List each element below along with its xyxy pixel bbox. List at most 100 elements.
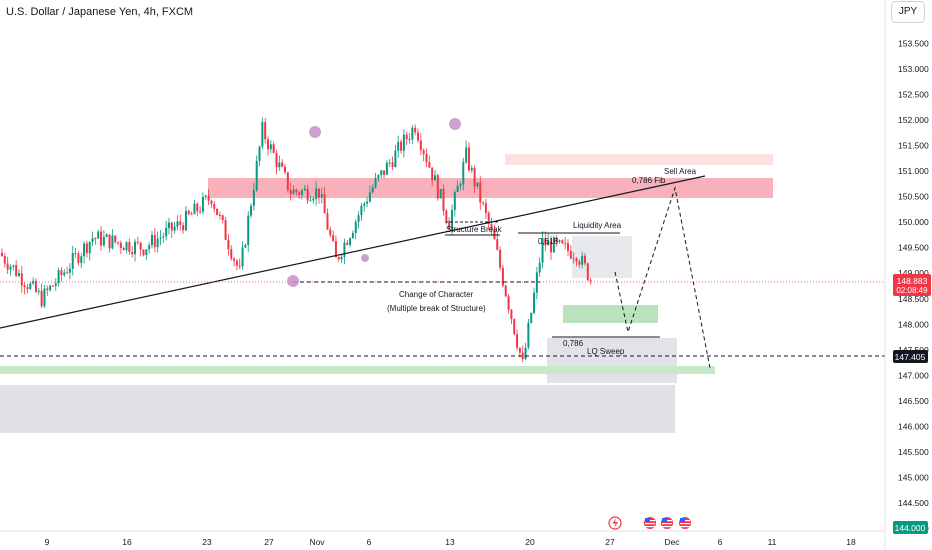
candle-body [445, 210, 448, 221]
drawings-layer [0, 118, 885, 369]
lq-sweep-label: LQ Sweep [587, 347, 625, 356]
candle-body [77, 253, 80, 264]
candle-body [43, 288, 46, 307]
candle-body [34, 280, 37, 292]
candle-body [309, 200, 312, 202]
candle-body [564, 243, 567, 245]
sweep-gray-zone [547, 338, 677, 383]
candle-body [227, 239, 230, 250]
x-tick-label: 6 [718, 537, 723, 547]
candle-body [281, 162, 284, 167]
candle-body [504, 285, 507, 297]
candle-body [462, 162, 465, 185]
candle-body [162, 236, 165, 238]
candle-body [176, 221, 179, 227]
candle-body [366, 201, 369, 204]
lightning-event-icon[interactable] [608, 516, 622, 530]
candles-layer [1, 117, 592, 363]
candle-body [233, 258, 236, 261]
candle-body [80, 256, 83, 264]
candle-body [493, 229, 496, 240]
candle-body [54, 283, 57, 287]
candle-body [397, 141, 400, 151]
candle-body [323, 194, 326, 214]
candle-body [190, 213, 193, 215]
candle-body [388, 162, 391, 164]
candle-body [255, 160, 258, 190]
y-tick-label: 153.000 [898, 64, 929, 74]
candle-body [320, 194, 323, 198]
time-axis[interactable]: 9 16 23 27 Nov 6 13 20 27 Dec 6 11 18 [45, 537, 856, 547]
y-tick-label: 151.500 [898, 141, 929, 151]
x-tick-label: 20 [525, 537, 535, 547]
x-tick-label: 11 [768, 537, 777, 547]
candle-body [238, 265, 241, 267]
multiple-break-label: (Multiple break of Structure) [387, 304, 486, 313]
candle-body [100, 231, 103, 246]
candle-body [136, 241, 139, 243]
candle-body [561, 240, 564, 244]
x-tick-label: 9 [45, 537, 50, 547]
price-axis[interactable]: 153.500 153.000 152.500 152.000 151.500 151.0… [898, 39, 929, 534]
lower-gray-zone [0, 385, 675, 433]
candle-body [467, 147, 470, 171]
candle-body [159, 237, 162, 239]
price-label-low-value: 144.000 [895, 523, 926, 533]
candle-body [298, 192, 301, 195]
candle-body [552, 237, 555, 253]
candle-body [94, 238, 97, 240]
candle-body [337, 257, 340, 260]
y-tick-label: 146.500 [898, 396, 929, 406]
candle-body [165, 227, 168, 237]
candle-body [37, 290, 40, 292]
candle-body [148, 245, 151, 250]
candle-body [224, 220, 227, 240]
candle-body [278, 162, 281, 168]
y-tick-label: 148.000 [898, 319, 929, 329]
swing-marker-3 [287, 275, 299, 287]
us-flag-event-icon-3[interactable] [679, 517, 691, 529]
candle-body [210, 200, 213, 205]
candle-body [258, 146, 261, 161]
candle-body [68, 268, 71, 273]
candle-body [46, 288, 49, 291]
candle-body [312, 198, 315, 201]
candle-body [507, 296, 510, 310]
annotations-layer: Sell Area 0,786 Fib Structure Break Liqu… [387, 167, 697, 356]
candle-body [170, 222, 173, 231]
candle-body [173, 226, 176, 231]
candle-body [380, 170, 383, 176]
candle-body [292, 189, 295, 195]
candle-body [431, 167, 434, 181]
projection-path [614, 186, 711, 369]
candle-body [49, 285, 52, 291]
candle-body [134, 241, 137, 255]
choch-label: Change of Character [399, 290, 474, 299]
candle-body [201, 197, 204, 212]
us-flag-event-icon-1[interactable] [644, 517, 656, 529]
candle-body [272, 144, 275, 153]
candle-body [6, 263, 9, 270]
y-tick-label: 152.500 [898, 90, 929, 100]
candle-body [363, 203, 366, 206]
candle-body [357, 215, 360, 222]
price-label-current: 148.883 02:08:49 [893, 274, 931, 296]
candle-body [117, 242, 120, 244]
currency-button[interactable]: JPY [891, 1, 925, 23]
candle-body [97, 231, 100, 239]
x-tick-label: 16 [122, 537, 132, 547]
candle-body [145, 249, 148, 256]
us-flag-event-icon-2[interactable] [661, 517, 673, 529]
candle-body [230, 249, 233, 259]
candle-body [29, 283, 32, 289]
y-tick-label: 146.000 [898, 421, 929, 431]
candle-body [473, 167, 476, 187]
candle-body [371, 187, 374, 193]
candle-body [428, 162, 431, 168]
candle-body [346, 242, 349, 245]
candle-body [349, 238, 352, 245]
price-label-level-value: 147.405 [895, 352, 926, 362]
candle-body [414, 127, 417, 133]
fib-786-top-label: 0,786 Fib [632, 176, 666, 185]
